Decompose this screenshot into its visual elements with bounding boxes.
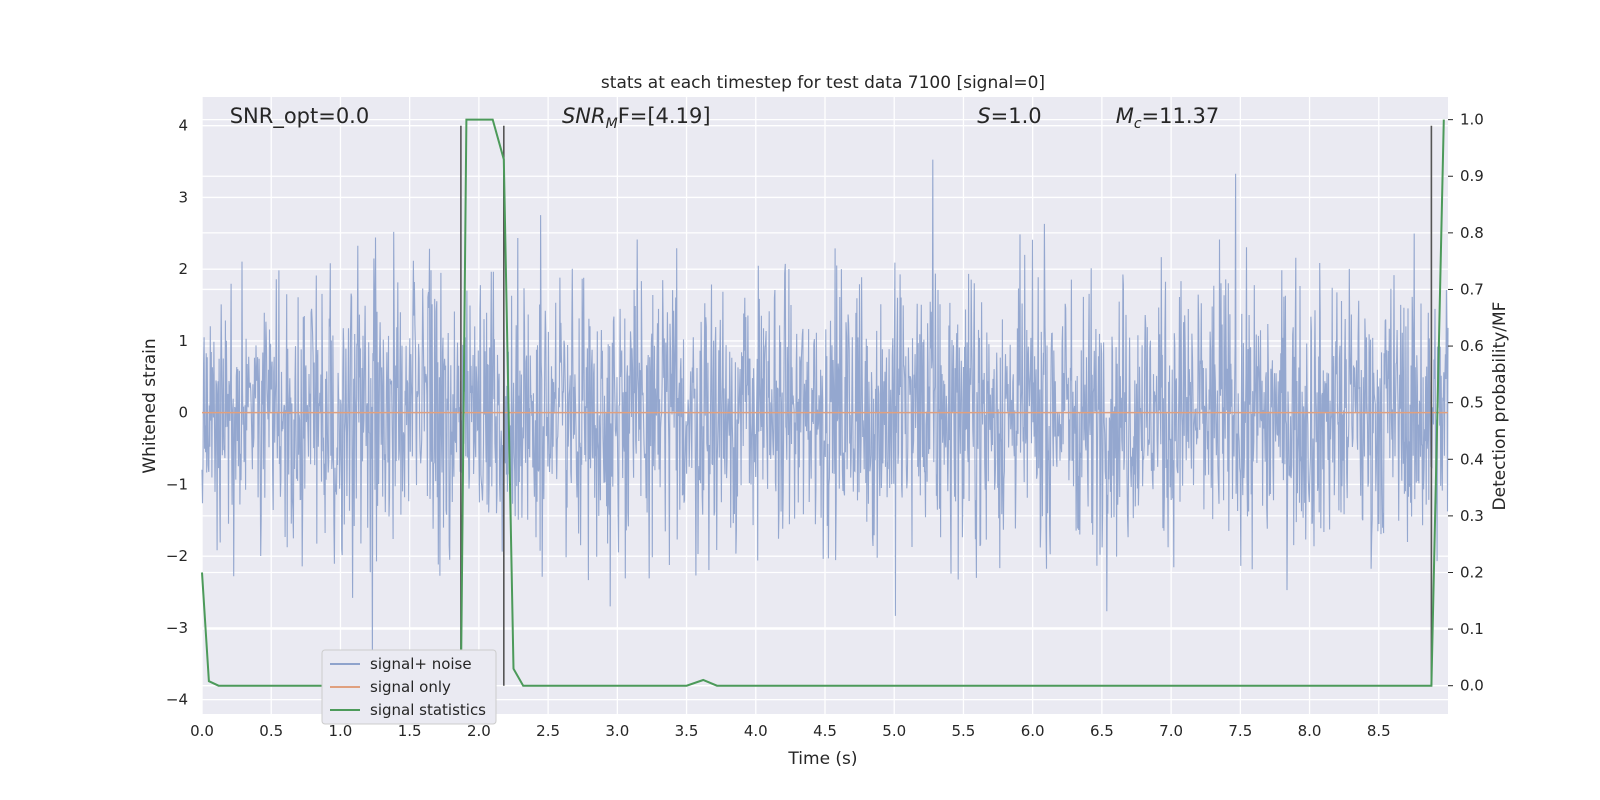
- x-axis-ticks: 0.0 0.5 1.0 1.5 2.0 2.5 3.0 3.5 4.0 4.5 5.0 5.5 6.0 6…: [190, 722, 1391, 740]
- y-tick-label: 2: [178, 260, 188, 278]
- x-tick-label: 0.5: [259, 722, 283, 740]
- x-tick-label: 8.0: [1298, 722, 1322, 740]
- y2-tick-label: 0.6: [1460, 337, 1484, 355]
- annotation-3: Mc=11.37: [1116, 104, 1220, 132]
- y2-tick-label: 0.3: [1460, 507, 1484, 525]
- chart-title: stats at each timestep for test data 710…: [601, 73, 1045, 93]
- y2-tick-label: 0.8: [1460, 224, 1484, 242]
- x-tick-label: 8.5: [1367, 722, 1391, 740]
- annotation-1: SNRMF=[4.19]: [562, 104, 711, 132]
- x-tick-label: 6.5: [1090, 722, 1114, 740]
- y2-tick-label: 1.0: [1460, 111, 1484, 129]
- x-tick-label: 7.5: [1228, 722, 1252, 740]
- y-axis-label: Whitened strain: [140, 338, 160, 473]
- y-tick-label: 3: [178, 188, 188, 206]
- y-tick-label: −4: [166, 691, 188, 709]
- x-tick-label: 3.0: [605, 722, 629, 740]
- y2-axis-ticks: 1.0 0.9 0.8 0.7 0.6 0.5 0.4 0.3 0.2 0.1 0.0: [1448, 111, 1484, 695]
- x-tick-label: 3.5: [675, 722, 699, 740]
- y2-tick-label: 0.4: [1460, 450, 1484, 468]
- x-tick-label: 1.5: [398, 722, 422, 740]
- annotations: SNR_opt=0.0 SNRMF=[4.19] S=1.0 Mc=11.37: [230, 104, 1220, 132]
- y-tick-label: −1: [166, 475, 188, 493]
- x-tick-label: 4.0: [744, 722, 768, 740]
- y-tick-label: 0: [178, 404, 188, 422]
- y2-tick-label: 0.0: [1460, 677, 1484, 695]
- y2-tick-label: 0.5: [1460, 394, 1484, 412]
- legend-entry: signal only: [370, 678, 451, 696]
- legend-entry: signal statistics: [370, 701, 486, 719]
- x-tick-label: 5.0: [882, 722, 906, 740]
- x-tick-label: 4.5: [813, 722, 837, 740]
- y-axis-ticks: 4 3 2 1 0 −1 −2 −3 −4: [166, 117, 188, 709]
- y-tick-label: −2: [166, 547, 188, 565]
- y-tick-label: −3: [166, 619, 188, 637]
- y2-tick-label: 0.7: [1460, 280, 1484, 298]
- x-tick-label: 6.0: [1021, 722, 1045, 740]
- signal-noise-line: [201, 159, 1449, 668]
- y2-tick-label: 0.9: [1460, 167, 1484, 185]
- legend: signal+ noise signal only signal statistic…: [321, 649, 497, 725]
- y-tick-label: 4: [178, 117, 188, 135]
- x-tick-label: 2.5: [536, 722, 560, 740]
- x-axis-label: Time (s): [787, 749, 857, 769]
- series-signal-noise: [201, 159, 1449, 668]
- y2-tick-label: 0.1: [1460, 620, 1484, 638]
- annotation-0: SNR_opt=0.0: [230, 104, 370, 129]
- legend-entry: signal+ noise: [370, 655, 472, 673]
- y2-tick-label: 0.2: [1460, 563, 1484, 581]
- x-tick-label: 7.0: [1159, 722, 1183, 740]
- annotation-2: S=1.0: [977, 104, 1041, 128]
- x-tick-label: 5.5: [952, 722, 976, 740]
- y2-axis-label: Detection probability/MF: [1490, 302, 1510, 511]
- x-tick-label: 1.0: [329, 722, 353, 740]
- x-tick-label: 2.0: [467, 722, 491, 740]
- x-tick-label: 0.0: [190, 722, 214, 740]
- y-tick-label: 1: [178, 332, 188, 350]
